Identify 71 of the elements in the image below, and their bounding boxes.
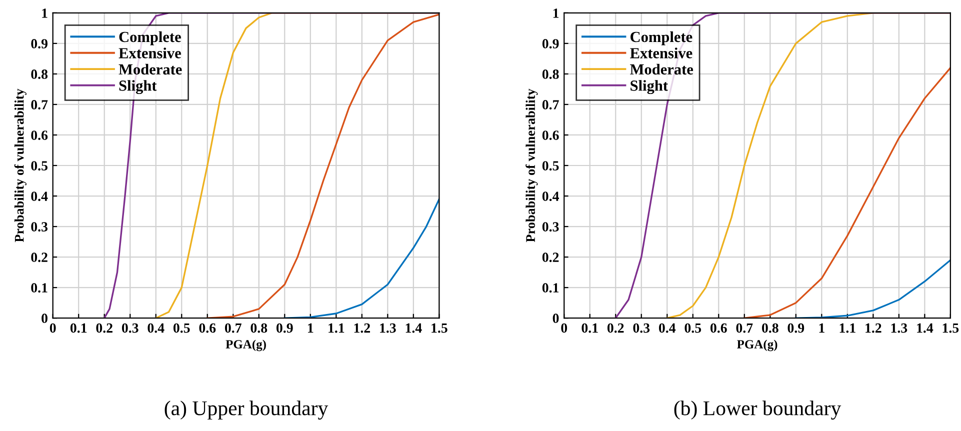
y-tick-label: 0.6 bbox=[31, 130, 48, 140]
x-tick-label: 1.3 bbox=[380, 323, 396, 333]
y-tick-label: 0.9 bbox=[31, 39, 48, 48]
x-tick-label: 0.6 bbox=[199, 323, 216, 333]
y-tick-label: 0.3 bbox=[542, 222, 559, 232]
x-tick-label: 1.5 bbox=[432, 323, 448, 333]
y-tick-label: 1 bbox=[42, 8, 48, 18]
line-series bbox=[795, 259, 950, 318]
x-tick-label: 1.4 bbox=[917, 323, 934, 333]
x-tick-label: 1.1 bbox=[840, 323, 856, 333]
x-tick-label: 0.1 bbox=[70, 323, 87, 333]
y-axis-title: Probability of vulnerability bbox=[526, 88, 538, 242]
text: (b) Lower boundary bbox=[674, 400, 842, 420]
x-tick-label: 0.5 bbox=[173, 323, 190, 333]
legend-label: Moderate bbox=[118, 64, 182, 75]
x-tick-label: 0.2 bbox=[96, 323, 112, 333]
x-tick-label: 1 bbox=[819, 323, 824, 333]
x-tick-label: 1.4 bbox=[406, 323, 422, 333]
y-tick-label: 0.5 bbox=[542, 161, 559, 171]
legend-label: Moderate bbox=[630, 64, 694, 75]
x-tick-label: 0 bbox=[50, 323, 56, 333]
x-tick-label: 0 bbox=[561, 323, 568, 333]
x-tick-label: 0.3 bbox=[633, 323, 650, 333]
x-tick-label: 0.3 bbox=[122, 323, 138, 333]
x-tick-label: 0.7 bbox=[224, 323, 242, 333]
y-tick-label: 0 bbox=[552, 314, 559, 324]
y-tick-label: 0.7 bbox=[542, 100, 559, 110]
x-tick-label: 0.4 bbox=[148, 323, 164, 333]
y-tick-label: 0.2 bbox=[31, 252, 48, 262]
x-tick-label: 0.8 bbox=[762, 323, 778, 333]
x-axis-title: PGA(g) bbox=[226, 340, 266, 352]
x-tick-label: 1.3 bbox=[891, 323, 908, 333]
y-tick-label: 1 bbox=[553, 8, 559, 18]
y-tick-label: 0.6 bbox=[542, 130, 559, 140]
legend-label: Extensive bbox=[630, 48, 692, 58]
x-tick-label: 0.8 bbox=[250, 323, 268, 333]
x-tick-label: 0.5 bbox=[684, 323, 702, 333]
y-tick-label: 0.8 bbox=[31, 70, 48, 79]
x-tick-label: 1.2 bbox=[866, 323, 882, 333]
y-tick-label: 0.4 bbox=[542, 192, 559, 202]
line-series bbox=[744, 67, 950, 318]
y-tick-label: 0.3 bbox=[31, 222, 48, 232]
x-axis-title: PGA(g) bbox=[737, 340, 778, 352]
y-tick-label: 0.5 bbox=[31, 161, 48, 171]
y-tick-label: 0.7 bbox=[31, 100, 48, 110]
text: (a) Upper boundary bbox=[164, 400, 328, 420]
y-tick-label: 0.4 bbox=[31, 192, 48, 202]
x-tick-label: 0.4 bbox=[658, 323, 676, 333]
x-tick-label: 1.2 bbox=[354, 323, 370, 333]
legend-label: Complete bbox=[630, 31, 692, 46]
legend-label: Slight bbox=[630, 80, 668, 94]
x-tick-label: 1.5 bbox=[942, 323, 959, 333]
x-tick-label: 1 bbox=[308, 323, 314, 333]
y-tick-label: 0.9 bbox=[542, 39, 559, 48]
x-tick-label: 0.7 bbox=[736, 323, 753, 333]
x-tick-label: 0.2 bbox=[607, 323, 624, 333]
legend-label: Complete bbox=[119, 31, 181, 46]
y-tick-label: 0 bbox=[42, 314, 48, 324]
y-tick-label: 0.2 bbox=[542, 252, 559, 262]
y-tick-label: 0.8 bbox=[542, 70, 559, 79]
x-tick-label: 1.1 bbox=[328, 323, 344, 333]
legend-label: Extensive bbox=[118, 48, 181, 58]
y-tick-label: 0.1 bbox=[31, 283, 48, 293]
y-tick-label: 0.1 bbox=[542, 283, 559, 293]
x-tick-label: 0.9 bbox=[788, 323, 804, 333]
x-tick-label: 0.1 bbox=[582, 323, 598, 333]
y-axis-title: Probability of vulnerability bbox=[14, 88, 26, 242]
line-series bbox=[284, 198, 440, 318]
x-tick-label: 0.9 bbox=[276, 323, 293, 333]
legend-label: Slight bbox=[119, 80, 157, 94]
x-tick-label: 0.6 bbox=[710, 323, 727, 333]
